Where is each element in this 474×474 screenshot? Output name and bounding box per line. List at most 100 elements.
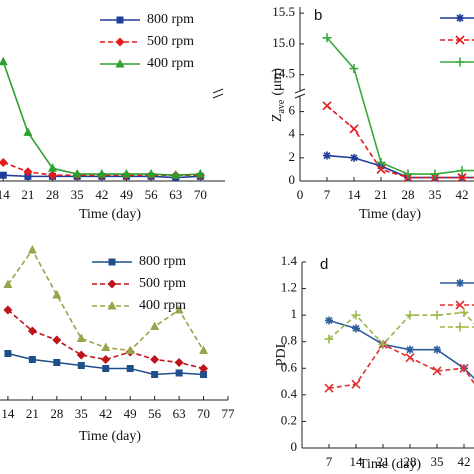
marker xyxy=(115,37,125,47)
x-tick-label: 63 xyxy=(173,406,186,421)
marker xyxy=(406,345,414,354)
x-tick-label: 56 xyxy=(148,406,162,421)
marker xyxy=(116,16,124,24)
x-tick-label: 42 xyxy=(456,187,469,202)
x-axis-label: Time (day) xyxy=(79,207,141,222)
series-line xyxy=(326,154,474,179)
marker xyxy=(455,322,465,332)
x-tick-label: 28 xyxy=(404,454,417,469)
marker xyxy=(52,335,62,345)
marker xyxy=(323,151,331,160)
legend-label: 400 rpm xyxy=(147,56,194,71)
x-tick-label: 28 xyxy=(402,187,415,202)
marker xyxy=(324,383,334,393)
x-axis-label: Time (day) xyxy=(79,429,141,444)
x-tick-label: 42 xyxy=(95,187,108,202)
marker xyxy=(195,169,205,178)
y-tick-label: 0.6 xyxy=(281,359,298,374)
marker xyxy=(430,169,440,179)
marker xyxy=(23,167,33,177)
legend-label: 500 rpm xyxy=(147,34,194,49)
marker xyxy=(3,279,13,288)
marker xyxy=(455,57,465,67)
x-tick-label: 35 xyxy=(75,406,88,421)
y-label-main: PDI xyxy=(274,343,289,366)
marker xyxy=(107,279,117,289)
marker xyxy=(126,365,134,372)
marker xyxy=(0,171,7,179)
marker xyxy=(433,345,441,354)
x-tick-label: 14 xyxy=(0,187,10,202)
marker xyxy=(24,172,32,180)
y-tick-label: 1.4 xyxy=(281,253,298,268)
series-line xyxy=(326,105,474,179)
x-tick-label: 0 xyxy=(297,187,304,202)
marker xyxy=(376,164,386,174)
marker xyxy=(457,172,467,183)
x-tick-label: 77 xyxy=(222,406,236,421)
marker xyxy=(48,163,58,172)
x-tick-label: 7 xyxy=(324,187,331,202)
x-tick-label: 21 xyxy=(26,406,39,421)
legend-label: 800 rpm xyxy=(139,254,186,269)
marker xyxy=(376,157,386,167)
marker xyxy=(0,56,8,66)
marker xyxy=(0,157,8,167)
y-tick-label: 0 xyxy=(291,439,298,454)
legend-label: 400 rpm xyxy=(139,298,186,313)
marker xyxy=(322,33,332,43)
series-line xyxy=(328,343,474,390)
y-tick-label: 1.2 xyxy=(281,280,297,295)
marker xyxy=(23,127,33,136)
x-tick-label: 28 xyxy=(50,406,63,421)
marker xyxy=(352,324,360,333)
marker xyxy=(121,169,131,178)
x-tick-label: 35 xyxy=(429,187,442,202)
marker xyxy=(455,35,465,45)
y-axis-label: PDI xyxy=(274,343,289,366)
x-axis-label: Time (day) xyxy=(359,207,421,222)
series-line xyxy=(328,311,474,346)
x-tick-label: 14 xyxy=(348,187,362,202)
marker xyxy=(150,355,160,364)
x-tick-label: 49 xyxy=(124,406,137,421)
marker xyxy=(432,366,442,376)
marker xyxy=(459,363,469,373)
y-tick-label: 15.5 xyxy=(272,4,295,19)
panel-label: b xyxy=(314,7,322,24)
marker xyxy=(115,59,125,68)
x-tick-label: 56 xyxy=(145,187,159,202)
marker xyxy=(146,169,156,178)
y-label-sub: ave xyxy=(276,99,287,113)
x-tick-label: 42 xyxy=(99,406,112,421)
marker xyxy=(351,379,361,389)
marker xyxy=(52,290,62,299)
series-line xyxy=(7,309,204,370)
x-tick-label: 21 xyxy=(377,454,390,469)
marker xyxy=(108,258,116,266)
panel: 14 21 28 35 42 49 56 63 70 77 Time (day) 800 rpm 500… xyxy=(0,245,235,444)
series-line xyxy=(326,37,474,175)
marker xyxy=(378,339,388,349)
marker xyxy=(76,350,86,360)
marker xyxy=(322,101,332,111)
y-tick-label: 4 xyxy=(289,126,296,141)
y-tick-label: 15.0 xyxy=(272,35,295,50)
marker xyxy=(171,170,181,179)
x-tick-label: 14 xyxy=(1,406,15,421)
y-tick-label: 0.2 xyxy=(281,412,297,427)
marker xyxy=(174,358,184,367)
x-tick-label: 28 xyxy=(46,187,59,202)
axis-break xyxy=(294,88,306,99)
x-tick-label: 14 xyxy=(350,454,364,469)
marker xyxy=(125,345,135,354)
marker xyxy=(48,170,58,180)
marker xyxy=(150,321,160,330)
marker xyxy=(72,169,82,178)
y-label-unit: (μm) xyxy=(270,68,285,96)
marker xyxy=(77,362,85,369)
marker xyxy=(405,353,415,363)
y-axis-label: Zave (μm) xyxy=(270,68,287,123)
marker xyxy=(351,310,361,320)
marker xyxy=(28,356,36,363)
